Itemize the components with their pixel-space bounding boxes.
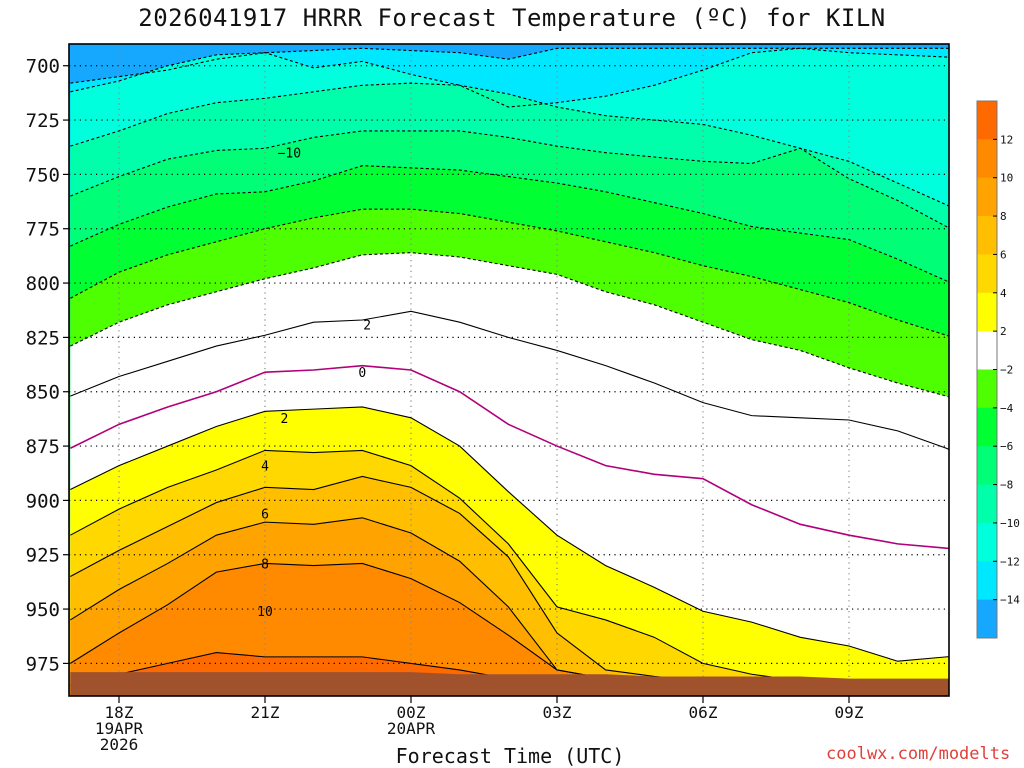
y-tick-label-925: 925 (26, 545, 60, 567)
y-tick-label-975: 975 (26, 653, 60, 675)
x-tick-label-21Z: 21Z (251, 703, 280, 722)
colorbar-label-8: 8 (1000, 210, 1007, 223)
x-tick-year-18Z: 2026 (100, 735, 139, 754)
y-tick-label-950: 950 (26, 599, 60, 621)
x-tick-label-03Z: 03Z (543, 703, 572, 722)
colorbar-band-5 (977, 292, 997, 332)
contour-label-2: 0 (358, 366, 366, 381)
x-tick-sublabel-00Z: 20APR (387, 719, 436, 738)
colorbar-label--8: −8 (1000, 479, 1013, 492)
x-tick-label-00Z: 00Z (397, 703, 426, 722)
y-tick-label-725: 725 (26, 110, 60, 132)
colorbar-label-4: 4 (1000, 287, 1007, 300)
y-tick-label-875: 875 (26, 436, 60, 458)
contour-label-7: 10 (257, 605, 273, 620)
plot-frame (68, 43, 950, 697)
contour--2-line (70, 252, 949, 398)
contour--10-line (70, 82, 949, 207)
colorbar-band-11 (977, 522, 997, 562)
contour--4-line (70, 208, 949, 337)
colorbar-label--12: −12 (1000, 555, 1020, 568)
colorbar-band-8 (977, 407, 997, 447)
colorbar-label--10: −10 (1000, 517, 1020, 530)
contour-label-0: −10 (278, 147, 301, 162)
colorbar-band-3 (977, 216, 997, 255)
x-tick-label-09Z: 09Z (835, 703, 864, 722)
colorbar-band-6 (977, 331, 997, 370)
colorbar-band-7 (977, 369, 997, 409)
contour-label-3: 2 (281, 412, 289, 427)
colorbar-label--14: −14 (1000, 594, 1020, 607)
x-tick-sublabel-18Z: 19APR (95, 719, 144, 738)
x-tick-label-06Z: 06Z (689, 703, 718, 722)
y-tick-label-800: 800 (26, 273, 60, 295)
plot-area: −10 2 0 2 4 6 8 10 (69, 44, 949, 696)
y-tick-label-700: 700 (26, 56, 60, 78)
contour--12-line (70, 47, 949, 108)
colorbar-band-1 (977, 139, 997, 179)
y-tick-label-825: 825 (26, 327, 60, 349)
y-tick-label-775: 775 (26, 219, 60, 241)
y-tick-label-850: 850 (26, 382, 60, 404)
contour-2-line (70, 310, 949, 451)
colorbar-label-12: 12 (1000, 133, 1013, 146)
colorbar-label--6: −6 (1000, 440, 1013, 453)
contour--8-line (70, 130, 949, 229)
contour--14-line (70, 47, 949, 84)
y-tick-label-900: 900 (26, 490, 60, 512)
watermark-text: coolwx.com/modelts (826, 744, 1011, 764)
colorbar-label--2: −2 (1000, 364, 1013, 377)
ground-fill (70, 672, 949, 696)
colorbar-label-6: 6 (1000, 248, 1007, 261)
contour-label-4: 4 (261, 460, 269, 475)
contour-0-line (69, 364, 949, 550)
colorbar-band-4 (977, 254, 997, 294)
colorbar-label-10: 10 (1000, 172, 1013, 185)
colorbar-label-2: 2 (1000, 325, 1007, 338)
contour-2-line (70, 406, 949, 662)
colorbar-label--4: −4 (1000, 402, 1014, 415)
contour-label-1: 2 (363, 318, 371, 333)
colorbar-band-12 (977, 561, 997, 601)
x-tick-label-18Z: 18Z (105, 703, 134, 722)
y-tick-label-750: 750 (26, 164, 60, 186)
colorbar-band-0 (977, 101, 997, 140)
colorbar-band-9 (977, 446, 997, 486)
colorbar-band-2 (977, 177, 997, 217)
colorbar-band-10 (977, 484, 997, 524)
chart-title: 2026041917 HRRR Forecast Temperature (ºC… (138, 4, 886, 32)
contour-label-6: 8 (261, 557, 269, 572)
contour-label-5: 6 (261, 507, 269, 522)
colorbar-band-13 (977, 599, 997, 639)
x-axis-label: Forecast Time (UTC) (395, 744, 625, 768)
